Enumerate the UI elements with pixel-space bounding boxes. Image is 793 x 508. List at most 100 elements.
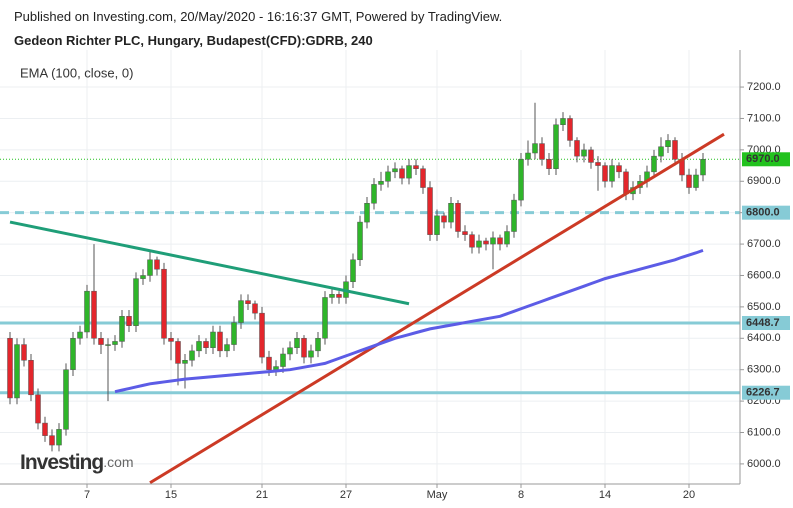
candle-body	[336, 294, 342, 298]
x-tick-label: 14	[599, 489, 611, 501]
candle-body	[434, 215, 440, 235]
candle-body	[546, 159, 552, 169]
candle-body	[476, 240, 482, 248]
candle-body	[560, 118, 566, 125]
candle-body	[98, 338, 104, 345]
candle-body	[49, 435, 55, 446]
y-tick-label: 6100.0	[747, 426, 781, 438]
candle-body	[553, 124, 559, 169]
candle-body	[70, 338, 76, 370]
candle-body	[133, 278, 139, 326]
candle-body	[210, 331, 216, 348]
candle-body	[497, 237, 503, 245]
x-tick-label: May	[427, 489, 448, 501]
level-label: 6226.7	[746, 387, 780, 399]
candle-body	[490, 237, 496, 245]
x-tick-label: 20	[683, 489, 695, 501]
candle-body	[623, 171, 629, 195]
candle-body	[518, 159, 524, 201]
trendline	[9, 220, 410, 306]
candle-body	[77, 331, 83, 339]
candle-body	[581, 149, 587, 157]
candle-body	[448, 203, 454, 223]
y-tick-label: 6700.0	[747, 238, 781, 250]
candle-body	[364, 203, 370, 223]
candle-body	[658, 146, 664, 157]
candle-body	[350, 259, 356, 283]
candle-body	[406, 165, 412, 179]
y-tick-label: 6900.0	[747, 175, 781, 187]
candle-body	[483, 240, 489, 245]
candle-body	[245, 300, 251, 304]
candle-body	[252, 303, 258, 314]
candle-body	[511, 199, 517, 232]
candle-body	[609, 165, 615, 182]
candle-body	[112, 341, 118, 345]
candle-body	[224, 344, 230, 352]
level-label: 6800.0	[746, 207, 780, 219]
candle-body	[154, 259, 160, 270]
candle-body	[595, 162, 601, 166]
candle-body	[700, 159, 706, 176]
candle-body	[63, 369, 69, 430]
candle-body	[273, 366, 279, 370]
candle-body	[147, 259, 153, 276]
candle-body	[161, 268, 167, 339]
candle-body	[266, 356, 272, 370]
x-tick-label: 15	[165, 489, 177, 501]
y-tick-label: 7100.0	[747, 112, 781, 124]
candle-body	[672, 140, 678, 160]
candle-body	[140, 275, 146, 279]
candle-body	[525, 152, 531, 160]
level-label: 6448.7	[746, 317, 780, 329]
candle-body	[175, 341, 181, 364]
candle-body	[287, 347, 293, 355]
candle-body	[91, 290, 97, 339]
x-tick-label: 27	[340, 489, 352, 501]
candle-body	[357, 221, 363, 261]
candle-body	[56, 429, 62, 446]
candle-body	[385, 171, 391, 182]
candle-body	[588, 149, 594, 163]
candle-body	[28, 360, 34, 396]
candle-body	[378, 181, 384, 185]
candle-body	[231, 322, 237, 345]
candle-body	[413, 165, 419, 169]
x-tick-label: 8	[518, 489, 524, 501]
trendline	[149, 132, 725, 484]
candle-body	[294, 338, 300, 348]
candle-body	[308, 350, 314, 358]
candle-body	[329, 294, 335, 298]
level-label: 6970.0	[746, 153, 780, 165]
candle-body	[7, 338, 13, 399]
candle-body	[21, 344, 27, 361]
candle-body	[203, 341, 209, 348]
candle-body	[469, 234, 475, 248]
candle-body	[259, 312, 265, 358]
candle-body	[315, 338, 321, 352]
candle-body	[182, 360, 188, 364]
candle-body	[532, 143, 538, 154]
candle-body	[574, 140, 580, 157]
candle-body	[168, 338, 174, 342]
candle-body	[427, 187, 433, 235]
level-label-box	[742, 385, 790, 400]
symbol-title: Gedeon Richter PLC, Hungary, Budapest(CF…	[14, 33, 373, 48]
candle-body	[567, 118, 573, 141]
candle-body	[504, 231, 510, 245]
candle-body	[441, 215, 447, 223]
candle-body	[105, 344, 111, 346]
candle-body	[217, 331, 223, 352]
candle-body	[665, 140, 671, 147]
x-tick-label: 21	[256, 489, 268, 501]
level-label-box	[742, 205, 790, 220]
candle-body	[399, 168, 405, 179]
candle-body	[14, 344, 20, 399]
y-tick-label: 6000.0	[747, 458, 781, 470]
plot-area	[0, 50, 740, 484]
candle-body	[196, 341, 202, 352]
candle-body	[322, 297, 328, 339]
y-tick-label: 6400.0	[747, 332, 781, 344]
candle-body	[392, 168, 398, 173]
